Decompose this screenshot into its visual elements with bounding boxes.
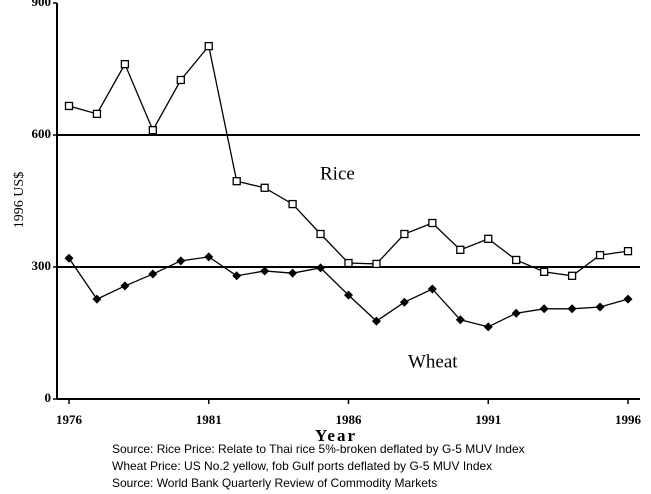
marker — [176, 256, 186, 266]
marker — [64, 253, 74, 263]
marker — [428, 218, 437, 228]
marker — [288, 268, 298, 278]
marker — [427, 284, 437, 294]
marker — [344, 258, 353, 268]
marker — [92, 294, 102, 304]
marker — [400, 229, 409, 239]
x-tick-label: 1976 — [56, 412, 83, 427]
x-axis-label: Year — [315, 426, 357, 445]
marker — [512, 255, 521, 265]
y-tick-label: 0 — [45, 390, 52, 405]
marker — [399, 297, 409, 307]
marker — [148, 126, 158, 135]
y-tick-label: 900 — [32, 0, 52, 9]
marker — [567, 304, 577, 314]
y-axis-label: 1996 US$ — [12, 172, 27, 228]
marker — [623, 294, 633, 304]
marker — [64, 101, 74, 111]
marker — [344, 290, 353, 300]
source-note: Source: World Bank Quarterly Review of C… — [112, 476, 437, 490]
marker — [539, 304, 549, 314]
source-note: Wheat Price: US No.2 yellow, fob Gulf po… — [112, 459, 492, 473]
marker — [316, 229, 325, 239]
marker — [483, 322, 493, 332]
marker — [204, 41, 213, 51]
y-tick-label: 300 — [32, 258, 52, 273]
marker — [623, 247, 633, 256]
x-tick-label: 1981 — [196, 412, 222, 427]
marker — [540, 267, 549, 276]
marker — [595, 250, 605, 260]
marker — [92, 109, 102, 119]
marker — [288, 199, 297, 209]
source-note: Source: Rice Price: Relate to Thai rice … — [112, 442, 525, 456]
annotation: Rice — [320, 163, 355, 184]
marker — [176, 75, 185, 85]
marker — [232, 177, 241, 186]
x-tick-label: 1986 — [336, 412, 363, 427]
annotation: Wheat — [408, 351, 458, 372]
marker — [120, 281, 130, 291]
x-tick-label: 1991 — [475, 412, 501, 427]
marker — [260, 266, 270, 276]
series-line — [68, 44, 629, 277]
marker — [372, 259, 381, 269]
marker — [232, 271, 242, 281]
marker — [484, 234, 493, 243]
marker — [371, 316, 381, 326]
marker — [567, 271, 577, 280]
x-tick-label: 1996 — [615, 412, 642, 427]
marker — [595, 302, 605, 312]
marker — [204, 252, 214, 262]
marker — [148, 269, 158, 279]
marker — [511, 308, 521, 318]
marker — [455, 315, 465, 325]
marker — [120, 60, 130, 69]
marker — [316, 263, 326, 273]
y-tick-label: 600 — [32, 126, 52, 141]
marker — [260, 183, 269, 192]
marker — [456, 245, 465, 254]
